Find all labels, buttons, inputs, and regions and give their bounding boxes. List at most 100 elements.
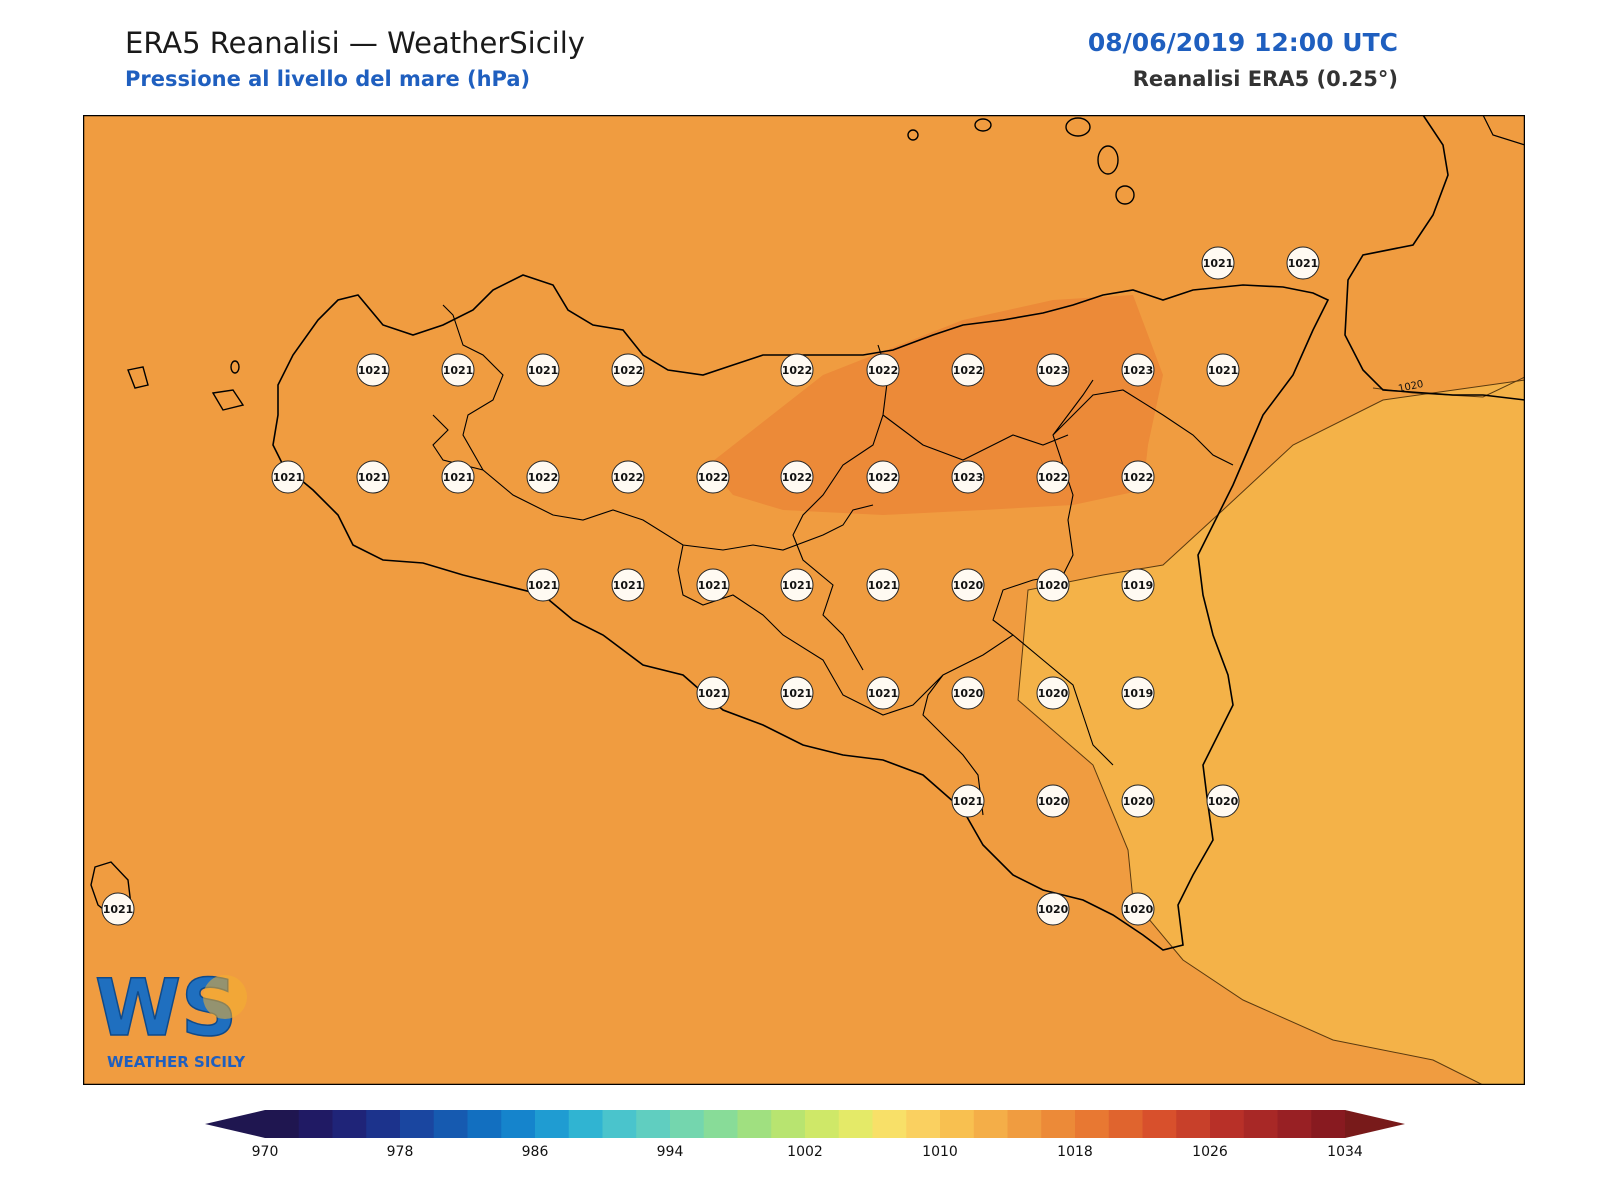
- station-circle: [526, 353, 560, 387]
- colorbar-cell: [501, 1110, 536, 1138]
- station-circle: [696, 460, 730, 494]
- station-value: 1021: [1208, 364, 1239, 377]
- station-value: 1022: [868, 471, 899, 484]
- station-marker: 1020: [1036, 892, 1070, 926]
- station-value: 1021: [103, 903, 134, 916]
- station-marker: 1023: [951, 460, 985, 494]
- station-circle: [356, 353, 390, 387]
- station-circle: [1036, 568, 1070, 602]
- colorbar-cell: [298, 1110, 333, 1138]
- colorbar-tick-label: 1034: [1327, 1144, 1363, 1160]
- station-marker: 1021: [780, 676, 814, 710]
- station-marker: 1021: [441, 353, 475, 387]
- station-circle: [951, 568, 985, 602]
- logo-caption: WEATHER SICILY: [107, 1053, 246, 1071]
- station-circle: [1121, 460, 1155, 494]
- station-circle: [611, 460, 645, 494]
- station-marker: 1022: [611, 353, 645, 387]
- station-marker: 1022: [780, 353, 814, 387]
- station-value: 1020: [1038, 795, 1069, 808]
- station-marker: 1021: [1201, 246, 1235, 280]
- station-marker: 1022: [526, 460, 560, 494]
- station-value: 1021: [358, 471, 389, 484]
- station-circle: [780, 353, 814, 387]
- colorbar: 970 978 986 994 1002 1010 1018 1026 1034: [205, 1108, 1405, 1168]
- pressure-map: 1020 1021 1021 1021 1021 1021 1022 1022 1022 102…: [83, 115, 1525, 1085]
- station-marker: 1021: [101, 892, 135, 926]
- station-value: 1023: [1038, 364, 1069, 377]
- sicily-coastline: [272, 274, 1330, 951]
- station-value: 1021: [528, 579, 559, 592]
- station-circle: [866, 353, 900, 387]
- station-marker: 1021: [356, 353, 390, 387]
- station-value: 1023: [953, 471, 984, 484]
- colorbar-cell: [670, 1110, 705, 1138]
- station-circle: [1036, 784, 1070, 818]
- station-circle: [1121, 568, 1155, 602]
- station-value: 1021: [273, 471, 304, 484]
- weathersicily-logo: WS WEATHER SICILY: [94, 963, 247, 1071]
- station-value: 1022: [782, 364, 813, 377]
- station-marker: 1020: [1036, 784, 1070, 818]
- station-marker: 1021: [441, 460, 475, 494]
- colorbar-cell: [737, 1110, 772, 1138]
- station-marker: 1022: [1036, 460, 1070, 494]
- colorbar-tick-label: 1002: [787, 1144, 823, 1160]
- colorbar-cell: [1243, 1110, 1278, 1138]
- colorbar-cells: [205, 1110, 1405, 1138]
- station-marker: 1020: [1121, 892, 1155, 926]
- colorbar-cell: [805, 1110, 840, 1138]
- station-value: 1021: [868, 687, 899, 700]
- station-value: 1021: [698, 687, 729, 700]
- colorbar-tick-label: 978: [387, 1144, 414, 1160]
- station-marker: 1021: [271, 460, 305, 494]
- station-value: 1021: [782, 579, 813, 592]
- colorbar-cell: [1311, 1110, 1346, 1138]
- colorbar-cell: [1142, 1110, 1177, 1138]
- station-marker: 1020: [1036, 568, 1070, 602]
- station-marker: 1019: [1121, 676, 1155, 710]
- station-circle: [951, 784, 985, 818]
- station-value: 1020: [1208, 795, 1239, 808]
- station-marker: 1022: [696, 460, 730, 494]
- station-circle: [780, 568, 814, 602]
- station-circle: [356, 460, 390, 494]
- map-border: [83, 115, 1525, 1085]
- station-value: 1022: [1123, 471, 1154, 484]
- station-marker: 1021: [356, 460, 390, 494]
- station-value: 1022: [613, 471, 644, 484]
- station-value: 1020: [953, 579, 984, 592]
- colorbar-cell: [1277, 1110, 1312, 1138]
- station-value: 1022: [868, 364, 899, 377]
- station-marker: 1021: [866, 676, 900, 710]
- colorbar-tick-label: 1018: [1057, 1144, 1093, 1160]
- station-circle: [696, 676, 730, 710]
- station-marker: 1020: [1206, 784, 1240, 818]
- station-value: 1022: [528, 471, 559, 484]
- station-circle: [1121, 676, 1155, 710]
- station-circle: [441, 460, 475, 494]
- station-circle: [866, 676, 900, 710]
- colorbar-cell: [838, 1110, 873, 1138]
- colorbar-cell: [400, 1110, 435, 1138]
- station-value: 1021: [443, 364, 474, 377]
- station-value: 1020: [1038, 579, 1069, 592]
- station-marker: 1020: [1121, 784, 1155, 818]
- station-marker: 1022: [780, 460, 814, 494]
- station-value: 1021: [358, 364, 389, 377]
- colorbar-cell: [602, 1110, 637, 1138]
- station-value: 1020: [1038, 903, 1069, 916]
- station-value: 1022: [613, 364, 644, 377]
- pressure-field-high: [708, 295, 1163, 515]
- station-marker: 1020: [951, 568, 985, 602]
- map-subtitle: Pressione al livello del mare (hPa): [125, 67, 531, 91]
- station-circle: [1036, 460, 1070, 494]
- station-value: 1021: [698, 579, 729, 592]
- station-marker: 1022: [611, 460, 645, 494]
- station-value: 1021: [613, 579, 644, 592]
- colorbar-scale: 970 978 986 994 1002 1010 1018 1026 1034: [205, 1110, 1405, 1160]
- station-circle: [1201, 246, 1235, 280]
- station-marker: 1021: [696, 568, 730, 602]
- colorbar-cell: [1075, 1110, 1110, 1138]
- station-value: 1021: [953, 795, 984, 808]
